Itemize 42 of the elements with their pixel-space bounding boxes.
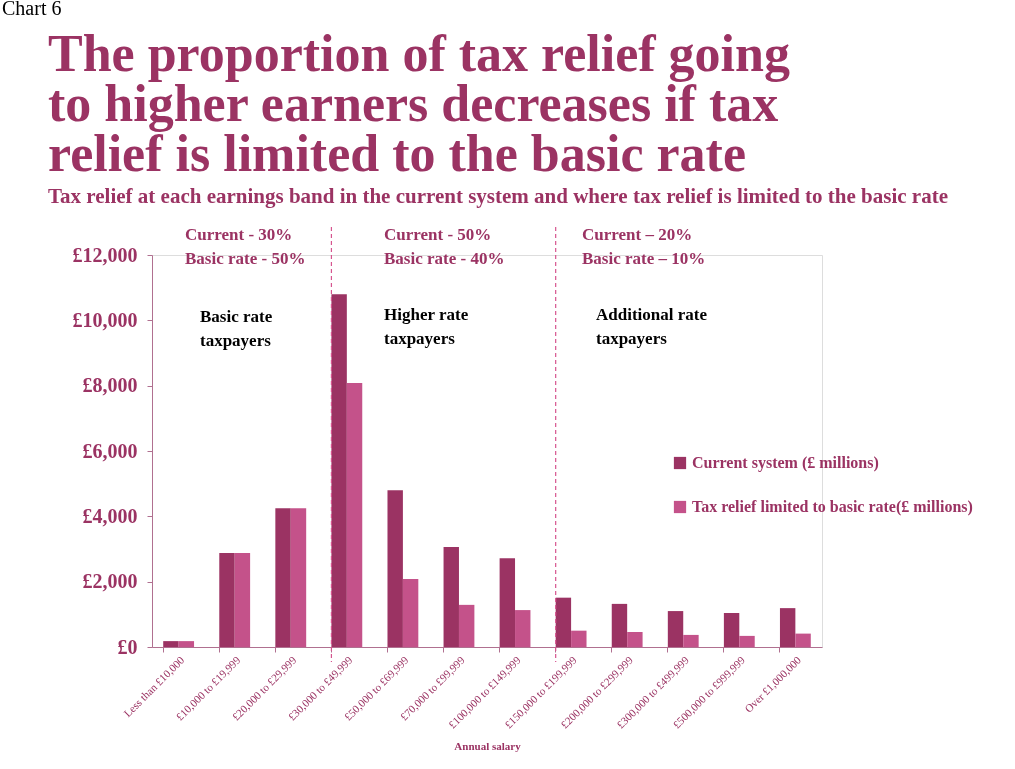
legend-label: Tax relief limited to basic rate(£ millions) <box>692 498 973 516</box>
bar <box>739 635 755 647</box>
y-tick-label: £6,000 <box>82 439 138 462</box>
annotation: Basic rate taxpayers <box>200 307 273 350</box>
y-tick-label: £8,000 <box>82 374 138 397</box>
annotation: Current – 20% Basic rate – 10% <box>582 225 706 268</box>
bar <box>555 597 572 647</box>
bar <box>234 552 251 647</box>
y-tick-label: £2,000 <box>82 570 138 593</box>
y-tick-label: £10,000 <box>72 308 138 331</box>
bar <box>779 608 796 647</box>
y-tick-label: £4,000 <box>82 504 138 527</box>
bar <box>627 631 643 647</box>
bar <box>163 641 179 647</box>
bar <box>611 603 628 647</box>
bar <box>443 547 459 647</box>
legend-label: Current system (£ millions) <box>692 454 879 472</box>
y-tick-label: £12,000 <box>72 243 138 266</box>
chart-subtitle: Tax relief at each earnings band in the current system and where tax relief is limited to the basic rate <box>48 184 948 208</box>
bar <box>515 610 531 647</box>
bar <box>290 508 307 647</box>
bar <box>331 294 347 647</box>
bar <box>275 508 291 647</box>
bar <box>667 611 684 647</box>
x-axis-title: Annual salary <box>454 739 522 752</box>
bar <box>683 634 699 647</box>
bar <box>219 552 235 647</box>
caption: Chart 6 <box>2 0 62 19</box>
annotation: Higher rate taxpayers <box>384 305 469 348</box>
bar <box>723 613 740 647</box>
y-tick-label: £0 <box>117 635 138 658</box>
bar <box>346 383 363 647</box>
bar <box>795 633 811 647</box>
annotation: Current - 30% Basic rate - 50% <box>185 225 306 268</box>
annotation: Additional rate taxpayers <box>596 305 708 348</box>
bar <box>178 641 195 647</box>
bar <box>499 558 516 647</box>
annotation: Current - 50% Basic rate - 40% <box>384 225 505 268</box>
bar <box>458 604 475 647</box>
bar <box>402 579 419 647</box>
bar <box>387 490 403 647</box>
bar <box>571 630 587 647</box>
